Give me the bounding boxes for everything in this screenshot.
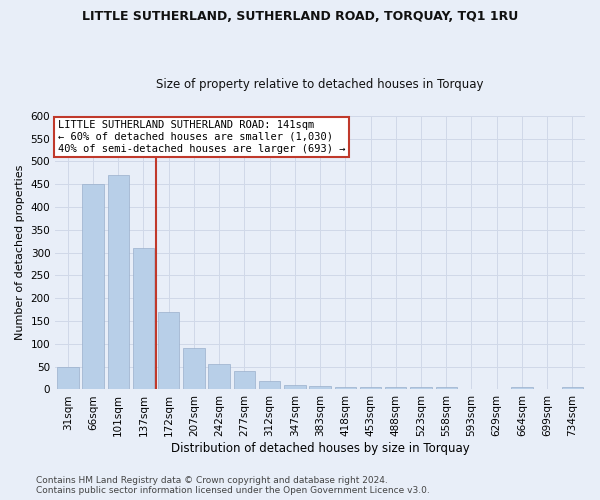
Bar [107, 175, 129, 390]
Bar [158, 312, 179, 390]
Bar [57, 366, 79, 390]
Text: LITTLE SUTHERLAND SUTHERLAND ROAD: 141sqm
← 60% of detached houses are smaller (: LITTLE SUTHERLAND SUTHERLAND ROAD: 141sq… [58, 120, 345, 154]
Bar [284, 385, 305, 390]
Bar [461, 388, 482, 390]
Bar [208, 364, 230, 390]
Bar [183, 348, 205, 390]
Y-axis label: Number of detached properties: Number of detached properties [15, 165, 25, 340]
X-axis label: Distribution of detached houses by size in Torquay: Distribution of detached houses by size … [171, 442, 469, 455]
Text: Contains HM Land Registry data © Crown copyright and database right 2024.
Contai: Contains HM Land Registry data © Crown c… [36, 476, 430, 495]
Bar [436, 387, 457, 390]
Bar [259, 381, 280, 390]
Bar [562, 387, 583, 390]
Bar [233, 371, 255, 390]
Bar [310, 386, 331, 390]
Bar [360, 387, 381, 390]
Title: Size of property relative to detached houses in Torquay: Size of property relative to detached ho… [157, 78, 484, 91]
Bar [82, 184, 104, 390]
Text: LITTLE SUTHERLAND, SUTHERLAND ROAD, TORQUAY, TQ1 1RU: LITTLE SUTHERLAND, SUTHERLAND ROAD, TORQ… [82, 10, 518, 23]
Bar [335, 386, 356, 390]
Bar [385, 387, 406, 390]
Bar [133, 248, 154, 390]
Bar [410, 387, 432, 390]
Bar [511, 387, 533, 390]
